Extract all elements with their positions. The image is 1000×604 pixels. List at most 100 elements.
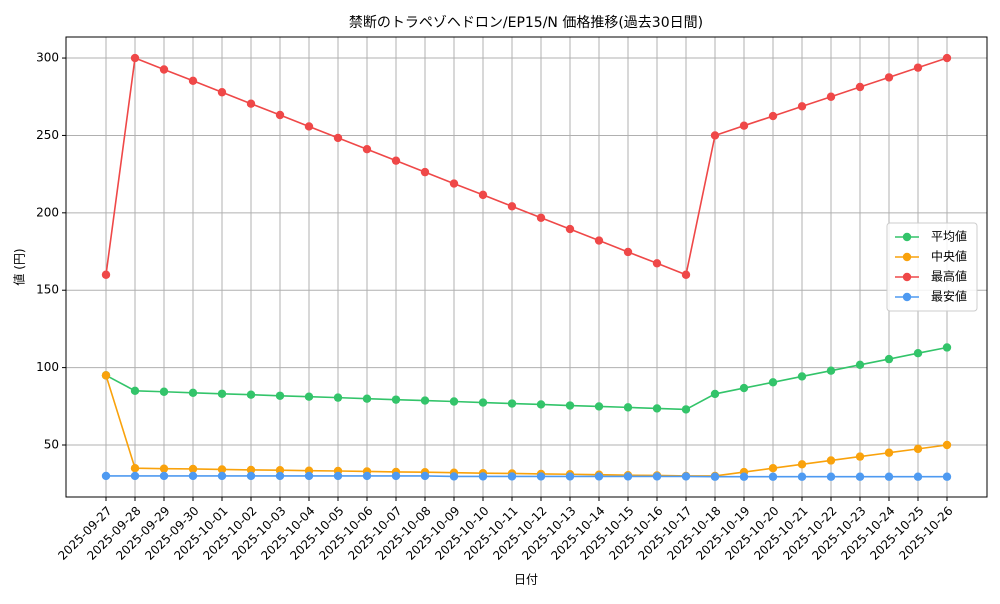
data-point xyxy=(710,131,720,140)
data-point xyxy=(594,236,604,245)
data-point xyxy=(246,99,256,108)
legend-label: 中央値 xyxy=(931,249,967,264)
legend-label: 最高値 xyxy=(931,269,967,284)
data-point xyxy=(768,472,778,481)
data-point xyxy=(739,121,749,130)
data-point xyxy=(333,393,343,402)
data-point xyxy=(884,354,894,364)
data-point xyxy=(478,472,488,481)
data-point xyxy=(942,343,952,352)
data-point xyxy=(275,110,285,120)
data-point xyxy=(942,440,952,450)
data-point xyxy=(913,63,923,72)
data-point xyxy=(652,404,662,413)
data-point xyxy=(710,389,720,399)
data-point xyxy=(536,472,546,481)
data-point xyxy=(130,53,140,63)
chart-title: 禁断のトラペゾヘドロン/EP15/N 価格推移(過去30日間) xyxy=(349,15,703,31)
data-point xyxy=(275,391,285,400)
data-point xyxy=(681,270,691,279)
data-point xyxy=(159,387,169,396)
data-point xyxy=(304,471,314,481)
y-tick-label: 50 xyxy=(44,437,59,451)
data-point xyxy=(304,122,314,131)
data-point xyxy=(304,392,314,401)
data-point xyxy=(594,402,604,411)
y-tick-label: 250 xyxy=(36,128,59,142)
data-point xyxy=(768,111,778,121)
y-tick-label: 100 xyxy=(36,360,59,374)
data-point xyxy=(130,386,140,396)
data-point xyxy=(942,472,952,481)
data-point xyxy=(797,472,807,481)
data-point xyxy=(623,472,633,481)
data-point xyxy=(768,378,778,387)
data-point xyxy=(333,133,343,143)
data-point xyxy=(130,471,140,481)
y-axis-label: 値 (円) xyxy=(12,248,27,285)
data-point xyxy=(246,471,256,481)
legend-label: 最安値 xyxy=(931,289,967,304)
data-point xyxy=(797,102,807,111)
y-tick-label: 150 xyxy=(36,283,59,297)
data-point xyxy=(681,472,691,481)
data-point xyxy=(362,145,372,154)
data-point xyxy=(536,213,546,222)
data-point xyxy=(565,472,575,481)
data-point xyxy=(797,460,807,469)
data-point xyxy=(507,202,517,211)
data-point xyxy=(188,76,198,86)
data-point xyxy=(623,403,633,412)
data-point xyxy=(536,400,546,409)
data-point xyxy=(681,405,691,414)
data-point xyxy=(623,247,633,257)
data-point xyxy=(884,73,894,82)
data-point xyxy=(594,472,604,481)
legend-marker xyxy=(902,292,912,302)
data-point xyxy=(188,464,198,474)
series-line xyxy=(105,56,948,276)
data-point xyxy=(188,388,198,398)
data-point xyxy=(217,465,227,474)
data-point xyxy=(478,190,488,200)
data-point xyxy=(159,65,169,74)
data-point xyxy=(420,396,430,405)
series-line xyxy=(105,346,948,411)
legend-box xyxy=(886,222,978,312)
data-point xyxy=(855,472,865,481)
data-point xyxy=(855,82,865,92)
data-point xyxy=(449,472,459,481)
legend-label: 平均値 xyxy=(931,229,967,244)
data-point xyxy=(217,471,227,481)
data-point xyxy=(449,179,459,188)
data-point xyxy=(826,92,836,101)
data-point xyxy=(420,471,430,481)
data-point xyxy=(739,383,749,393)
data-point xyxy=(391,471,401,481)
legend-marker xyxy=(902,252,912,262)
data-point xyxy=(159,464,169,473)
data-point xyxy=(565,224,575,234)
data-point xyxy=(130,464,140,473)
data-point xyxy=(449,397,459,406)
data-point xyxy=(188,471,198,481)
data-point xyxy=(855,360,865,370)
legend-marker xyxy=(902,232,912,242)
data-point xyxy=(826,366,836,375)
data-point xyxy=(478,398,488,407)
plot-frame xyxy=(65,36,988,498)
x-axis-label: 日付 xyxy=(514,573,538,587)
data-point xyxy=(159,471,169,481)
data-point xyxy=(333,471,343,481)
data-point xyxy=(246,465,256,475)
data-point xyxy=(275,471,285,481)
data-point xyxy=(913,444,923,454)
data-point xyxy=(768,464,778,473)
data-point xyxy=(507,399,517,408)
data-point xyxy=(942,53,952,63)
data-point xyxy=(710,472,720,481)
data-point xyxy=(362,471,372,481)
data-point xyxy=(913,349,923,358)
y-tick-label: 300 xyxy=(36,51,59,65)
data-point xyxy=(507,472,517,481)
